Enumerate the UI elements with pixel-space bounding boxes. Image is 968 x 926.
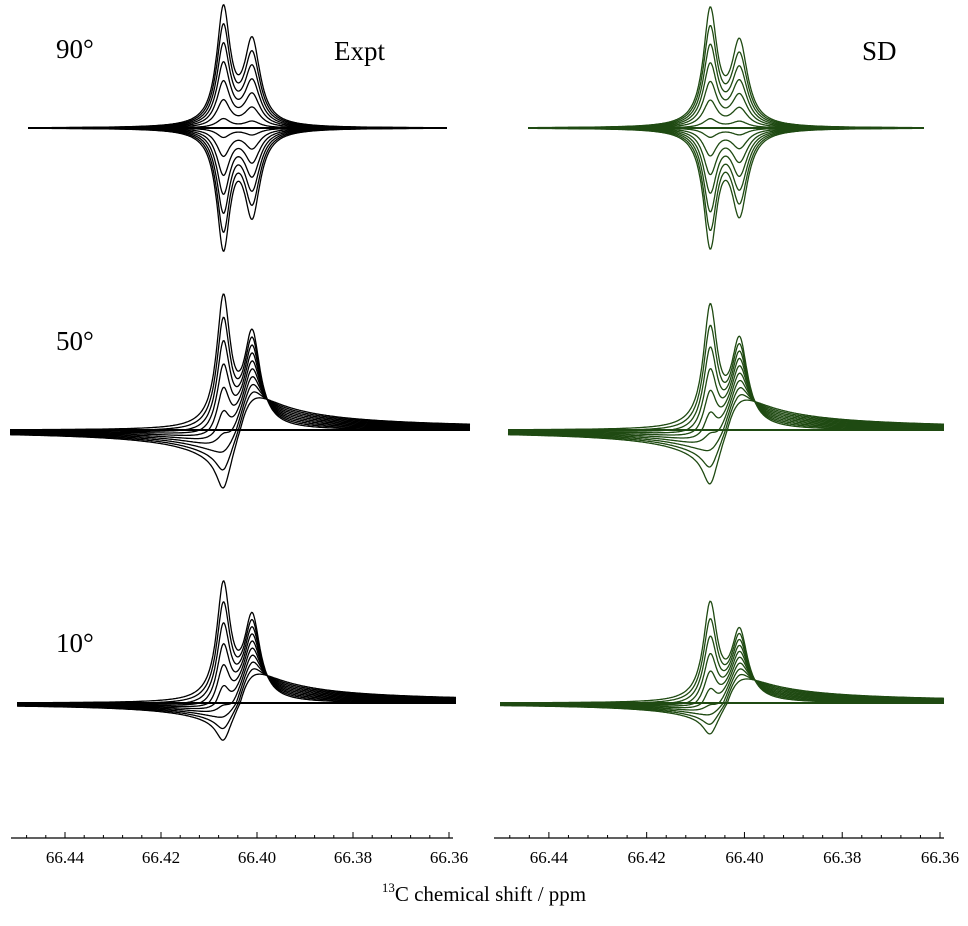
series-line [507, 379, 944, 443]
series-line [10, 352, 470, 434]
x-tick-label: 66.40 [238, 848, 276, 867]
series-line [528, 127, 924, 176]
series-line [17, 661, 456, 718]
panel-expt-1 [10, 293, 471, 489]
series-line [528, 80, 924, 129]
series-line [28, 127, 447, 234]
spectra-panels [10, 3, 945, 741]
series-line [28, 127, 447, 196]
x-tick-label: 66.42 [628, 848, 666, 867]
x-axes: 66.44 66.42 66.40 66.38 66.36 66.44 66.42 66.40… [11, 832, 959, 867]
row-label-50: 50° [56, 326, 94, 356]
series-line [508, 346, 944, 432]
x-tick-label: 66.38 [823, 848, 861, 867]
x-axis-label-sup: 13 [381, 880, 395, 895]
series-line [508, 387, 945, 452]
x-tick-label: 66.38 [334, 848, 372, 867]
row-label-10: 10° [56, 628, 94, 658]
series-line [28, 117, 447, 129]
series-line [10, 383, 470, 453]
series-line [500, 600, 944, 704]
x-tick-label: 66.44 [530, 848, 569, 867]
series-line [28, 127, 447, 139]
series-line [508, 357, 944, 434]
series-line [528, 127, 924, 213]
x-tick-label: 66.36 [921, 848, 959, 867]
panel-expt-0 [28, 3, 447, 253]
x-axis-1: 66.44 66.42 66.40 66.38 66.36 [494, 832, 959, 867]
series-line [508, 399, 944, 485]
panel-sd-1 [507, 302, 945, 485]
x-axis-0: 66.44 66.42 66.40 66.38 66.36 [11, 832, 468, 867]
series-line [528, 127, 924, 250]
x-axis-label: 13C chemical shift / ppm [0, 880, 968, 907]
series-line [28, 79, 447, 129]
series-line [500, 635, 944, 705]
column-title-expt: Expt [334, 36, 385, 66]
series-line [10, 368, 470, 440]
row-label-90: 90° [56, 34, 94, 64]
x-tick-label: 66.42 [142, 848, 180, 867]
x-tick-label: 66.36 [430, 848, 468, 867]
x-axis-label-text: C chemical shift / ppm [394, 882, 587, 906]
series-line [528, 62, 924, 129]
panel-sd-2 [500, 600, 945, 735]
series-line [10, 360, 470, 437]
series-line [28, 60, 447, 129]
series-line [508, 372, 944, 439]
series-line [28, 127, 447, 177]
series-line [10, 391, 471, 471]
panel-sd-0 [528, 6, 924, 250]
series-line [28, 127, 447, 253]
series-line [10, 376, 470, 444]
series-line [508, 365, 944, 436]
x-tick-label: 66.40 [725, 848, 763, 867]
column-title-sd: SD [862, 36, 897, 66]
series-line [10, 340, 471, 432]
series-line [508, 302, 944, 431]
series-line [528, 127, 924, 231]
x-tick-label: 66.44 [46, 848, 85, 867]
series-line [528, 127, 924, 194]
panel-expt-2 [17, 580, 457, 741]
series-line [528, 6, 924, 129]
series-line [507, 393, 944, 468]
